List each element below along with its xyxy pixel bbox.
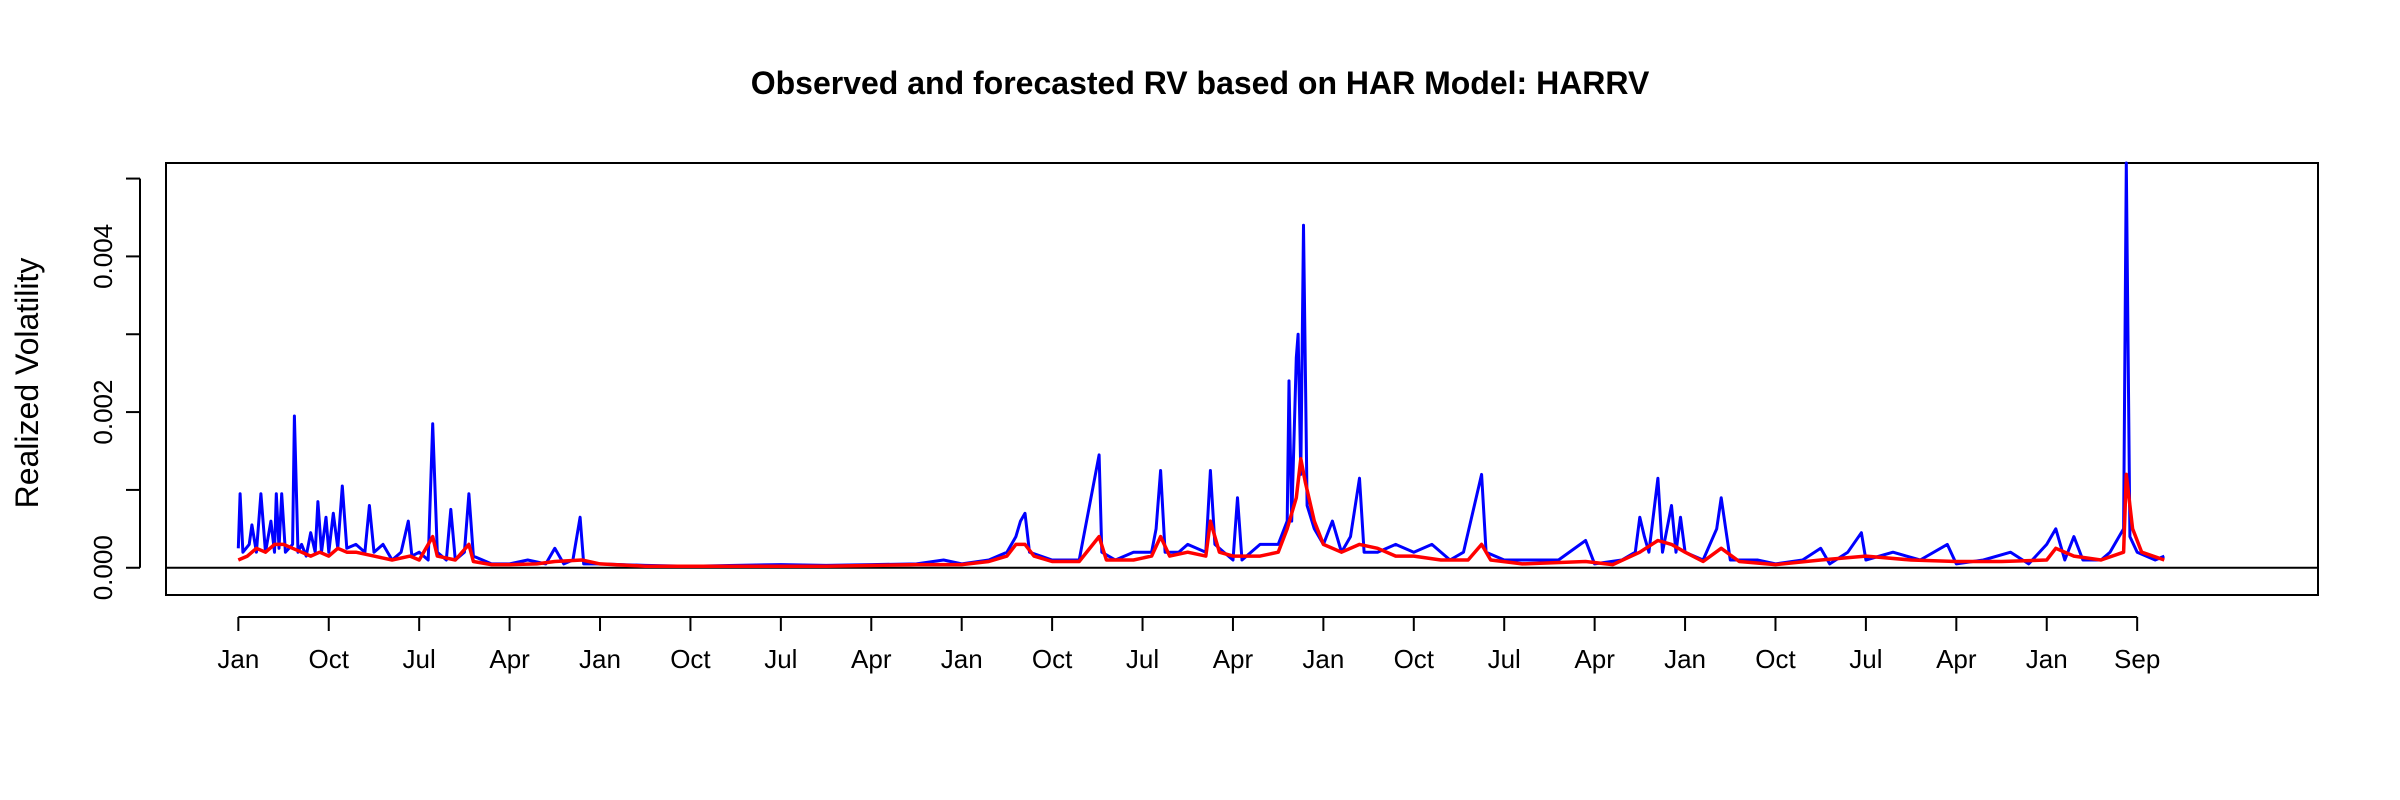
x-tick-label: Apr [1574, 644, 1615, 674]
x-tick-label: Jul [1849, 644, 1882, 674]
y-tick-label: 0.004 [88, 224, 118, 289]
x-tick-label: Oct [1755, 644, 1796, 674]
x-tick-label: Apr [851, 644, 892, 674]
x-tick-label: Jan [579, 644, 621, 674]
x-tick-label: Jan [2026, 644, 2068, 674]
x-tick-label: Oct [670, 644, 711, 674]
y-tick-label: 0.000 [88, 535, 118, 600]
x-axis: Jan Oct Jul Apr Jan Oct Jul Apr Jan Oct Jul Apr Jan O… [217, 616, 2160, 674]
x-tick-label: Jan [941, 644, 983, 674]
x-tick-label: Oct [309, 644, 350, 674]
x-tick-label: Jan [1302, 644, 1344, 674]
chart-title: Observed and forecasted RV based on HAR … [751, 65, 1650, 101]
x-tick-label: Apr [1936, 644, 1977, 674]
plot-frame [165, 162, 2319, 596]
y-tick-label: 0.002 [88, 380, 118, 445]
x-tick-label: Apr [489, 644, 530, 674]
y-axis: 0.000 0.002 0.004 [88, 177, 141, 600]
series-line-2 [237, 457, 2165, 568]
y-axis-label: Realized Volatility [9, 258, 45, 509]
x-tick-label: Jan [1664, 644, 1706, 674]
series-layer [236, 161, 2165, 568]
x-tick-label: Sep [2114, 644, 2160, 674]
x-tick-label: Jul [1488, 644, 1521, 674]
x-tick-label: Jan [217, 644, 259, 674]
x-tick-label: Jul [1126, 644, 1159, 674]
x-tick-label: Apr [1213, 644, 1254, 674]
x-tick-label: Oct [1032, 644, 1073, 674]
x-tick-label: Jul [403, 644, 436, 674]
x-tick-label: Oct [1394, 644, 1435, 674]
series-line-1 [236, 161, 2165, 568]
x-tick-label: Jul [764, 644, 797, 674]
